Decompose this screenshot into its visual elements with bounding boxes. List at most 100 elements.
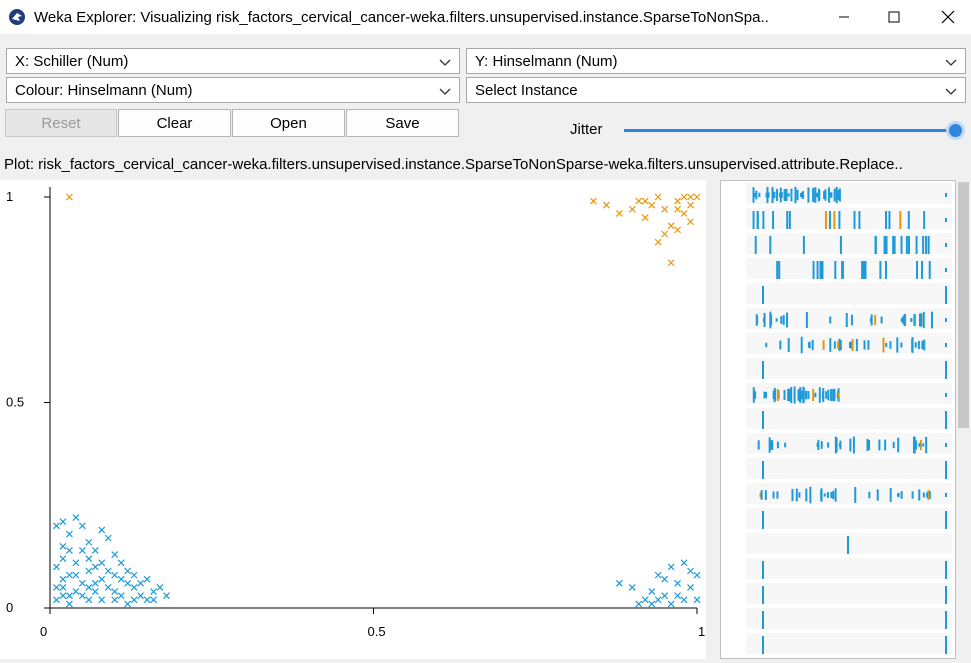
scatter-point[interactable] <box>59 575 67 583</box>
scatter-point[interactable] <box>78 579 86 587</box>
scatter-point[interactable] <box>53 596 60 604</box>
scatter-point[interactable] <box>111 588 119 595</box>
scatter-point[interactable] <box>654 596 662 604</box>
scatter-point[interactable] <box>667 222 675 230</box>
scatter-point[interactable] <box>98 575 106 583</box>
scatter-point[interactable] <box>78 592 86 600</box>
scatter-point[interactable] <box>98 526 106 534</box>
attribute-strip[interactable] <box>746 208 952 229</box>
scatter-plot[interactable]: 0 0.5 1 0 0.5 1 <box>0 180 706 659</box>
scatter-point[interactable] <box>661 575 669 583</box>
select-instance-select[interactable]: Select Instance <box>466 77 966 103</box>
scatter-point[interactable] <box>117 575 125 583</box>
scatter-point[interactable] <box>150 596 157 604</box>
save-button[interactable]: Save <box>346 109 459 137</box>
scatter-point[interactable] <box>628 584 636 591</box>
scatter-point[interactable] <box>667 600 675 608</box>
scatter-point[interactable] <box>680 559 688 567</box>
scatter-point[interactable] <box>78 522 86 530</box>
scatter-point[interactable] <box>104 584 112 591</box>
scatter-point[interactable] <box>85 567 93 575</box>
scatter-point[interactable] <box>163 592 170 600</box>
scatter-plot-panel[interactable]: 0 0.5 1 0 0.5 1 <box>0 180 706 659</box>
scatter-point[interactable] <box>693 571 701 579</box>
scatter-point[interactable] <box>635 600 643 608</box>
scatter-point[interactable] <box>98 596 106 604</box>
scatter-point[interactable] <box>661 230 669 238</box>
scatter-point[interactable] <box>53 563 60 571</box>
scatter-point[interactable] <box>59 555 67 563</box>
attribute-strip[interactable] <box>746 283 952 304</box>
open-button[interactable]: Open <box>232 109 345 137</box>
scatter-point[interactable] <box>104 567 112 575</box>
scatter-point[interactable] <box>641 197 649 205</box>
scatter-point[interactable] <box>680 210 688 217</box>
scatter-point[interactable] <box>654 238 662 246</box>
attribute-strip[interactable] <box>746 233 952 254</box>
scatter-point[interactable] <box>65 193 73 201</box>
scatter-point[interactable] <box>674 579 682 587</box>
scatter-point[interactable] <box>130 596 138 604</box>
attribute-strip[interactable] <box>746 608 952 629</box>
scatter-point[interactable] <box>72 559 80 567</box>
scatter-point[interactable] <box>65 600 73 608</box>
scatter-point[interactable] <box>687 218 694 226</box>
scatter-point[interactable] <box>661 592 669 600</box>
scatter-point[interactable] <box>680 596 688 604</box>
y-axis-select[interactable]: Y: Hinselmann (Num) <box>466 48 966 74</box>
scatter-point[interactable] <box>111 571 119 579</box>
scatter-point[interactable] <box>124 567 132 575</box>
scatter-point[interactable] <box>615 210 623 217</box>
reset-button[interactable]: Reset <box>5 109 117 137</box>
scatter-point[interactable] <box>65 530 73 538</box>
scatter-point[interactable] <box>137 579 145 587</box>
scatter-point[interactable] <box>78 547 86 554</box>
scatter-point[interactable] <box>130 584 138 591</box>
scatter-point[interactable] <box>602 201 610 209</box>
close-button[interactable] <box>925 0 971 34</box>
scatter-point[interactable] <box>687 193 694 201</box>
attribute-panel[interactable] <box>720 180 956 659</box>
scatter-point[interactable] <box>53 584 60 591</box>
scatter-point[interactable] <box>85 555 93 563</box>
attribute-strip[interactable] <box>746 258 952 279</box>
scatter-point[interactable] <box>667 259 675 267</box>
scatter-point[interactable] <box>693 193 701 201</box>
scatter-point[interactable] <box>130 571 138 579</box>
scatter-point[interactable] <box>91 547 99 554</box>
scatter-point[interactable] <box>590 197 597 205</box>
scatter-point[interactable] <box>687 567 694 575</box>
scatter-point[interactable] <box>641 596 649 604</box>
scatter-point[interactable] <box>91 579 99 587</box>
attribute-strip[interactable] <box>746 358 952 379</box>
scatter-point[interactable] <box>137 592 145 600</box>
scatter-point[interactable] <box>674 205 682 213</box>
attribute-strip[interactable] <box>746 433 952 454</box>
scatter-point[interactable] <box>91 563 99 571</box>
scatter-point[interactable] <box>693 596 701 604</box>
scatter-point[interactable] <box>72 588 80 595</box>
attribute-scroll-thumb[interactable] <box>958 182 969 428</box>
scatter-point[interactable] <box>85 584 93 591</box>
attribute-strip[interactable] <box>746 408 952 429</box>
scatter-point[interactable] <box>124 600 132 608</box>
scatter-point[interactable] <box>72 514 80 522</box>
scatter-point[interactable] <box>72 571 80 579</box>
x-axis-select[interactable]: X: Schiller (Num) <box>6 48 460 74</box>
scatter-point[interactable] <box>667 563 675 571</box>
scatter-point[interactable] <box>98 559 106 567</box>
scatter-point[interactable] <box>150 588 157 595</box>
attribute-strip[interactable] <box>746 583 952 604</box>
scatter-point[interactable] <box>674 592 682 600</box>
scatter-point[interactable] <box>654 193 662 201</box>
minimize-button[interactable] <box>821 0 867 34</box>
scatter-point[interactable] <box>85 596 93 604</box>
scatter-point[interactable] <box>635 197 643 205</box>
scatter-point[interactable] <box>53 522 60 530</box>
jitter-slider-thumb[interactable] <box>946 121 965 140</box>
scatter-point[interactable] <box>661 205 669 213</box>
clear-button[interactable]: Clear <box>118 109 231 137</box>
scatter-point[interactable] <box>648 588 656 595</box>
scatter-point[interactable] <box>641 214 649 221</box>
scatter-point[interactable] <box>85 538 93 546</box>
